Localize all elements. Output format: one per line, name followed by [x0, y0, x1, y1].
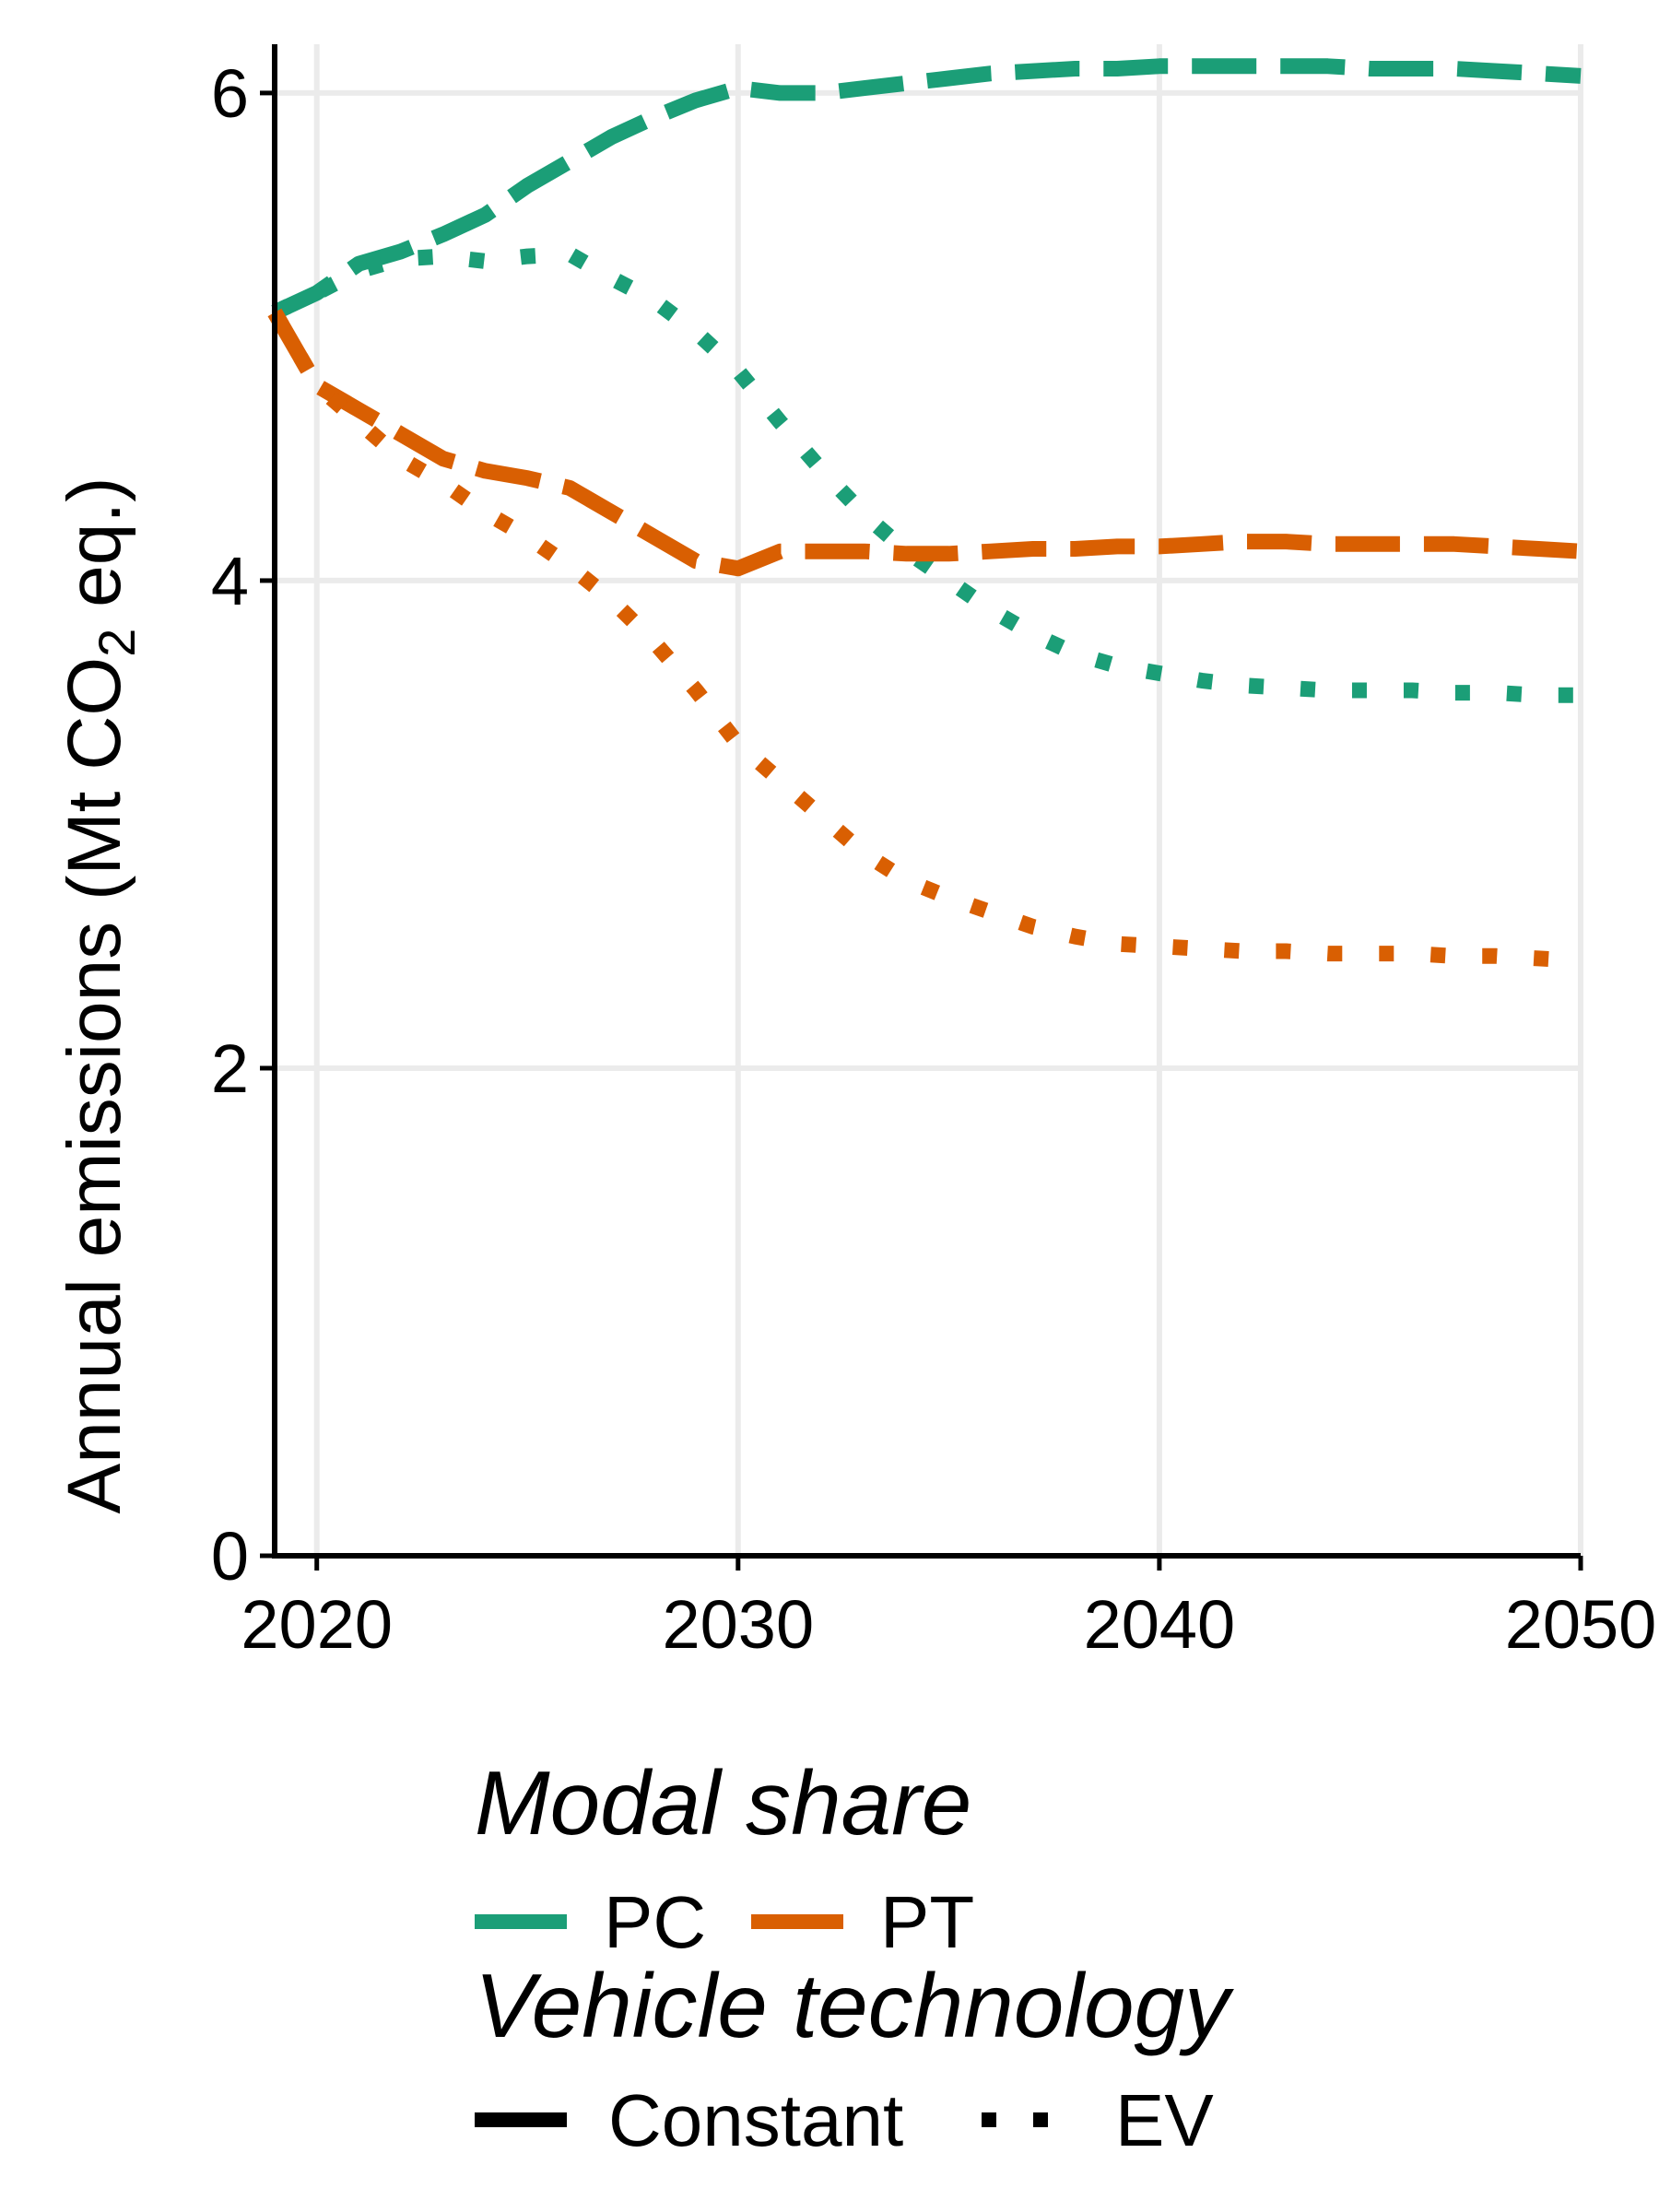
- y-axis-label-subscript: 2: [88, 629, 146, 657]
- y-tick-label-0: 0: [211, 1518, 249, 1594]
- series-lines: [267, 58, 1582, 970]
- y-axis-label-suffix: eq.): [53, 477, 136, 629]
- y-axis-label: Annual emissions (Mt CO2 eq.): [53, 477, 146, 1514]
- x-tick-label-2020: 2020: [241, 1586, 393, 1663]
- legend-label-ev: EV: [1115, 2079, 1214, 2161]
- axes: [260, 44, 1583, 1571]
- y-axis-label-main: Annual emissions (Mt CO: [53, 657, 136, 1514]
- y-tick-label-4: 4: [211, 543, 249, 619]
- legend-vehicle-technology-items: Constant EV: [475, 2079, 1214, 2161]
- legend-title-vehicle-technology: Vehicle technology: [475, 1955, 1234, 2056]
- tick-labels: 0 2 4 6 2020 2030 2040 2050: [211, 55, 1656, 1663]
- x-tick-label-2050: 2050: [1505, 1586, 1657, 1663]
- legend-label-pt: PT: [880, 1881, 974, 1963]
- y-tick-label-2: 2: [211, 1030, 249, 1107]
- legend-title-modal-share: Modal share: [475, 1752, 971, 1853]
- legend-modal-share-items: PC PT: [475, 1881, 974, 1963]
- series-line-pc-constant: [271, 58, 1582, 320]
- series-line-pc-ev: [271, 246, 1581, 703]
- y-tick-label-6: 6: [211, 55, 249, 132]
- x-tick-label-2040: 2040: [1084, 1586, 1236, 1663]
- legend-label-constant: Constant: [608, 2079, 903, 2161]
- x-tick-label-2030: 2030: [662, 1586, 814, 1663]
- series-line-pt-ev: [267, 308, 1582, 970]
- legend-label-pc: PC: [604, 1881, 706, 1963]
- legend: Modal share PC PT Vehicle technology Cons…: [475, 1752, 1234, 2161]
- series-line-pt-constant: [267, 308, 1582, 577]
